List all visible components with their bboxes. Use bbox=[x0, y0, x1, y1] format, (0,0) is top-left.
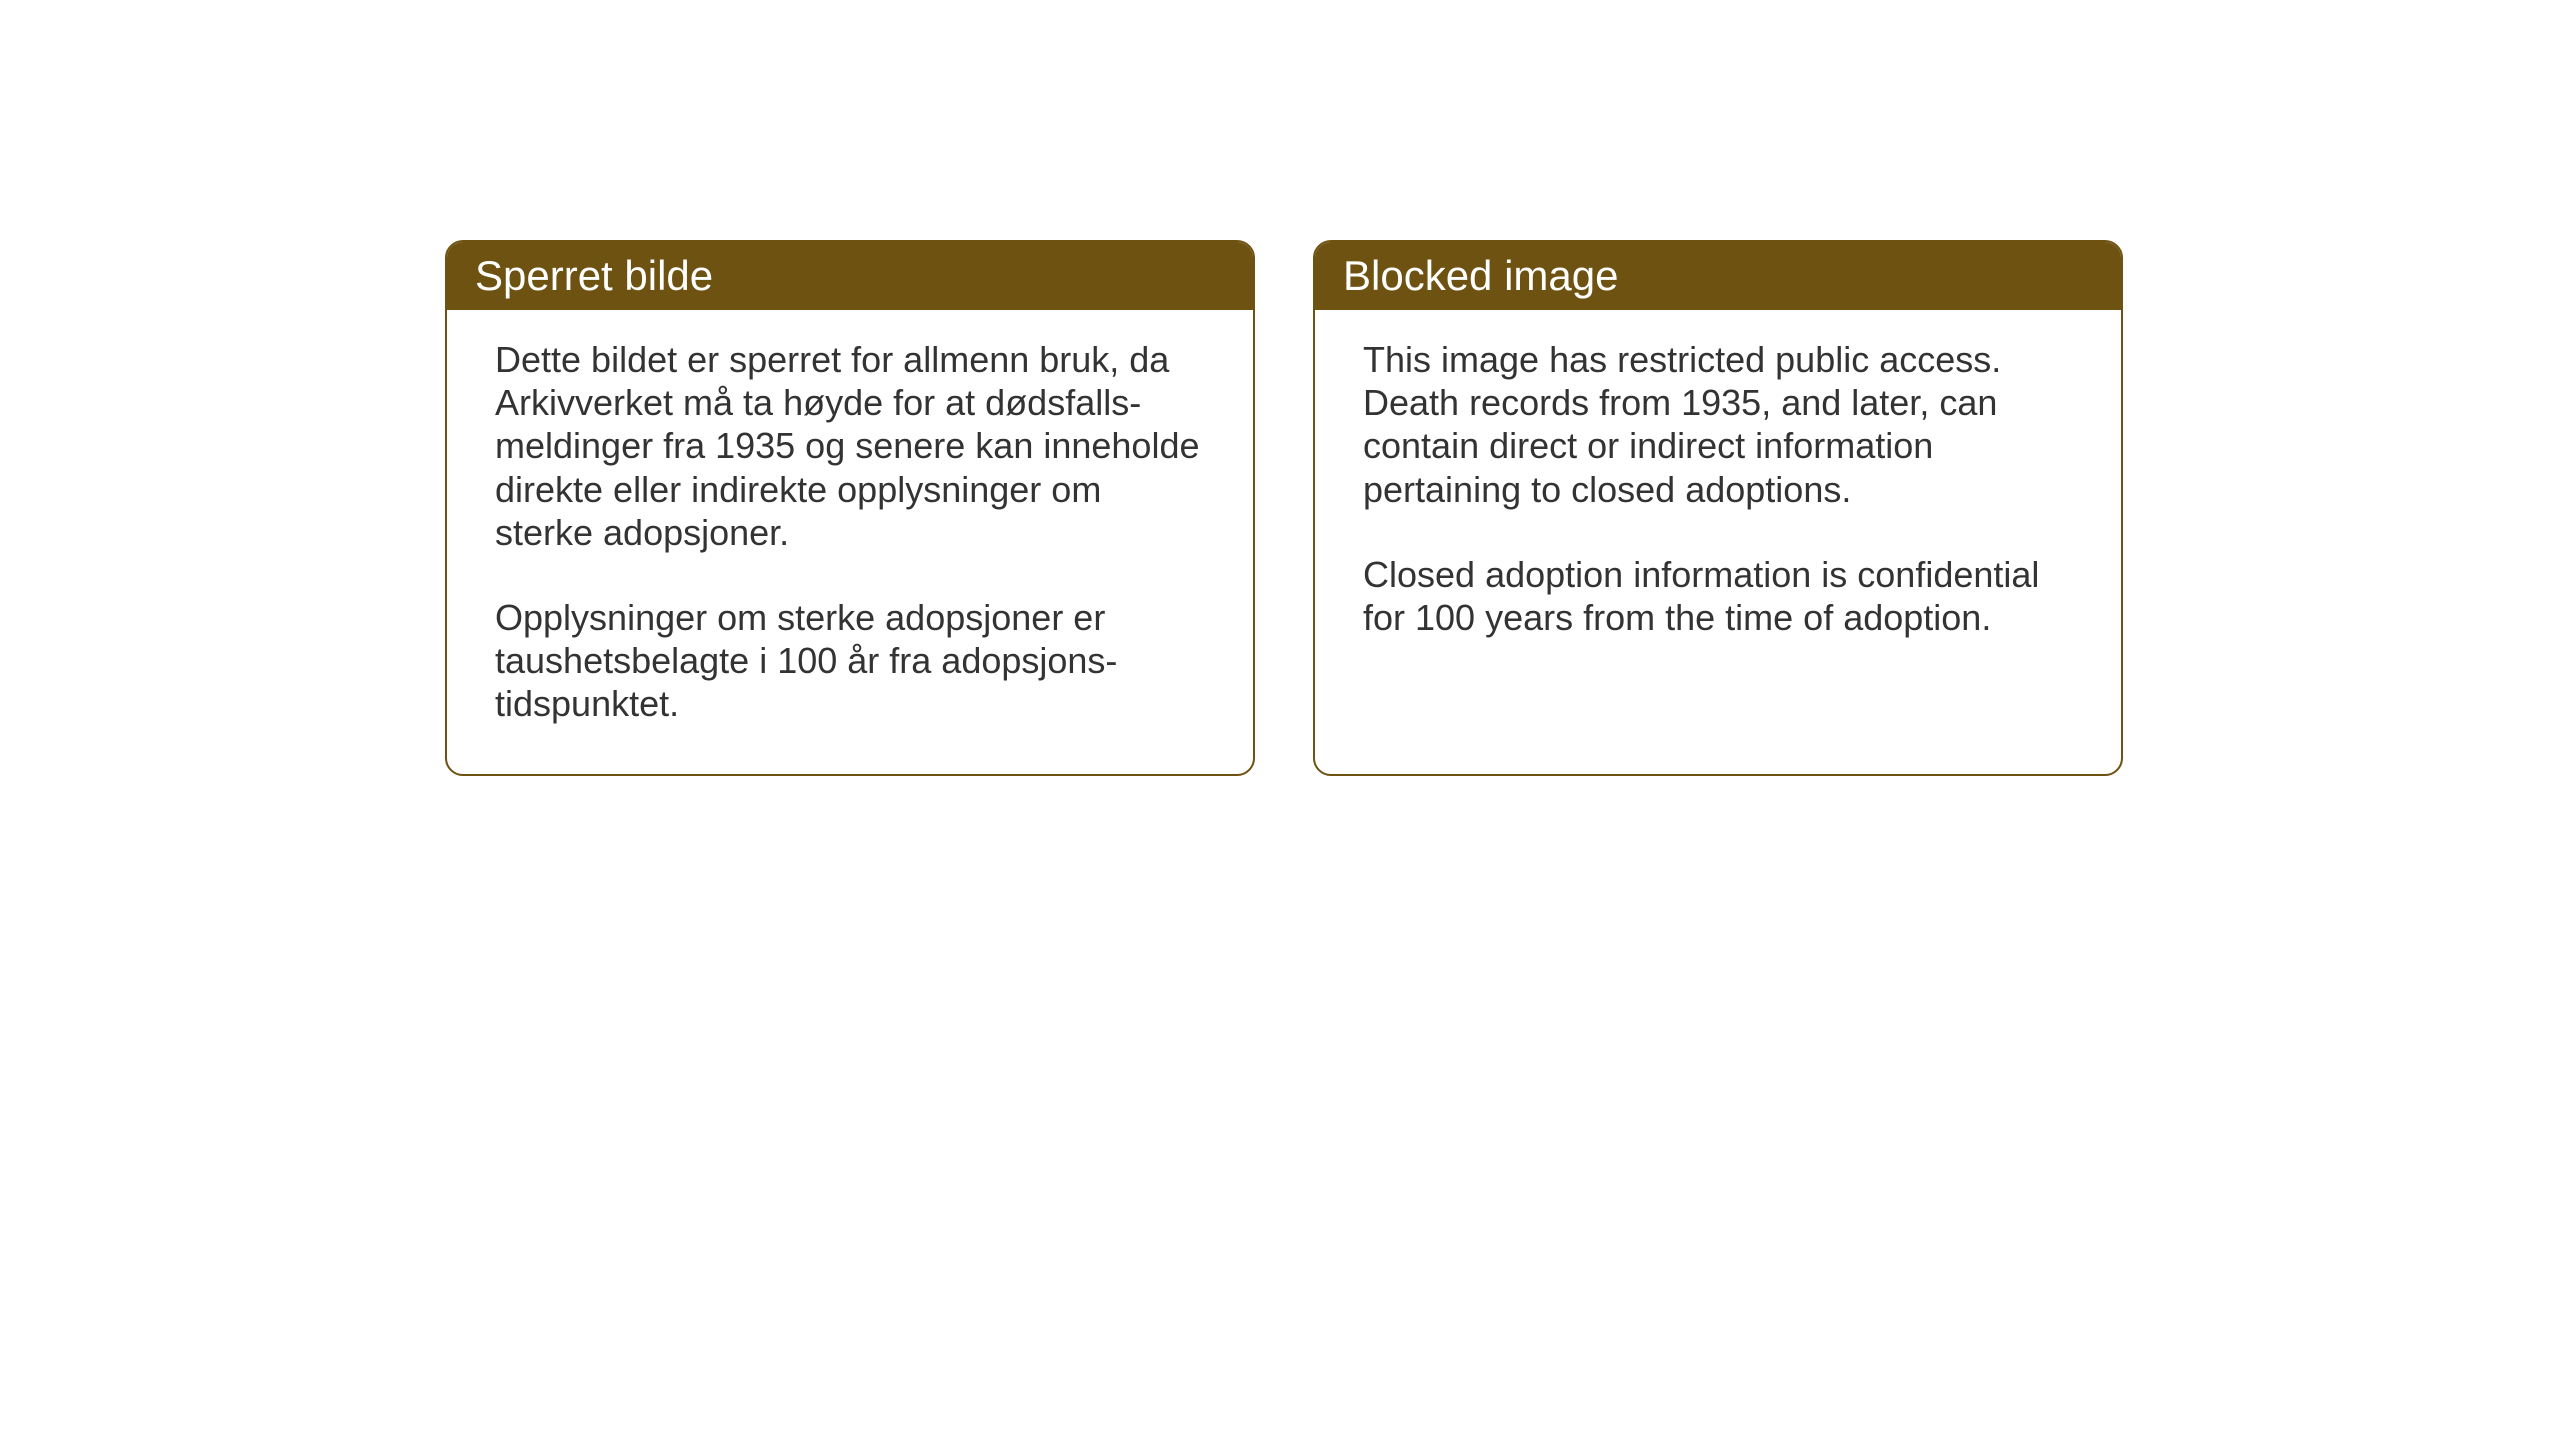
card-english-body: This image has restricted public access.… bbox=[1315, 310, 2121, 687]
card-english-paragraph-1: This image has restricted public access.… bbox=[1363, 338, 2073, 511]
card-english-paragraph-2: Closed adoption information is confident… bbox=[1363, 553, 2073, 639]
cards-container: Sperret bilde Dette bildet er sperret fo… bbox=[445, 240, 2123, 776]
card-norwegian: Sperret bilde Dette bildet er sperret fo… bbox=[445, 240, 1255, 776]
card-norwegian-body: Dette bildet er sperret for allmenn bruk… bbox=[447, 310, 1253, 774]
card-english: Blocked image This image has restricted … bbox=[1313, 240, 2123, 776]
card-norwegian-paragraph-2: Opplysninger om sterke adopsjoner er tau… bbox=[495, 596, 1205, 726]
card-norwegian-header: Sperret bilde bbox=[447, 242, 1253, 310]
card-english-header: Blocked image bbox=[1315, 242, 2121, 310]
card-norwegian-paragraph-1: Dette bildet er sperret for allmenn bruk… bbox=[495, 338, 1205, 554]
